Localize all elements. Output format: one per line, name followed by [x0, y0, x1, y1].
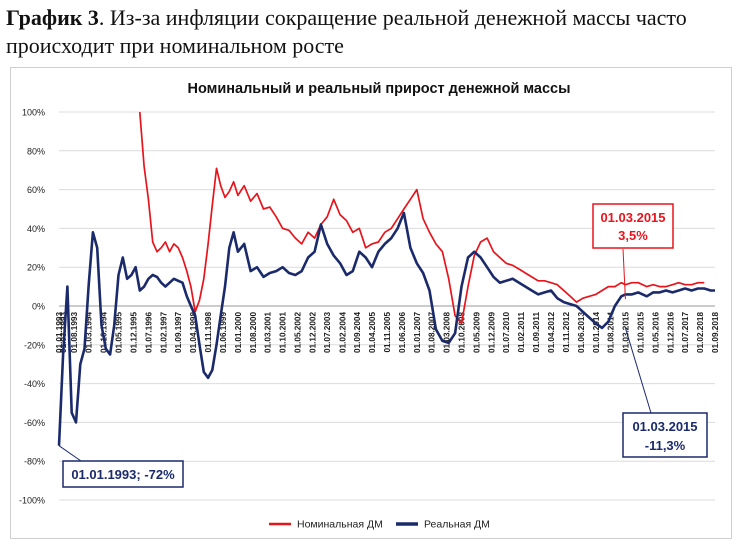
x-tick-label: 01.08.2007 — [428, 312, 437, 353]
x-tick-label: 01.10.2001 — [279, 312, 288, 353]
x-tick-label: 01.07.2010 — [502, 312, 511, 353]
annotation-text: 01.01.1993; -72% — [71, 467, 175, 482]
x-tick-label: 01.01.1993 — [55, 312, 64, 353]
x-tick-label: 01.01.2000 — [234, 312, 243, 353]
x-tick-label: 01.04.2005 — [368, 312, 377, 353]
annotation-box — [592, 203, 674, 249]
x-tick-label: 01.08.2014 — [607, 312, 616, 353]
x-tick-label: 01.09.2004 — [353, 312, 362, 353]
y-tick-label: 20% — [27, 263, 45, 273]
annotation-leader — [624, 327, 652, 414]
x-tick-label: 01.10.2008 — [458, 312, 467, 353]
x-tick-label: 01.02.2011 — [517, 312, 526, 353]
x-tick-label: 01.11.2005 — [383, 312, 392, 353]
page-heading: График 3. Из-за инфляции сокращение реал… — [6, 4, 736, 60]
y-tick-label: -100% — [19, 496, 45, 506]
x-tick-label: 01.05.2002 — [293, 312, 302, 353]
x-tick-label: 01.12.2009 — [487, 312, 496, 353]
x-tick-label: 01.06.2013 — [577, 312, 586, 353]
x-tick-label: 01.06.2006 — [398, 312, 407, 353]
x-tick-label: 01.10.2015 — [636, 312, 645, 353]
annotation-text: 01.03.2015 — [632, 419, 697, 434]
x-tick-label: 01.08.1993 — [70, 312, 79, 353]
x-tick-label: 01.05.2016 — [651, 312, 660, 353]
series-line-real — [57, 211, 715, 446]
x-tick-label: 01.02.2018 — [696, 312, 705, 353]
x-tick-label: 01.07.2003 — [323, 312, 332, 353]
annotation-text: 3,5% — [618, 228, 648, 243]
heading-text: . Из-за инфляции сокращение реальной ден… — [6, 5, 687, 58]
annotation-box — [622, 412, 708, 458]
x-tick-label: 01.05.2009 — [472, 312, 481, 353]
annotation-leader — [622, 248, 626, 300]
chart-frame: Номинальный и реальный прирост денежной … — [10, 67, 732, 539]
legend-label: Номинальная ДМ — [297, 519, 383, 531]
x-tick-label: 01.01.2014 — [592, 312, 601, 353]
x-tick-label: 01.03.2008 — [443, 312, 452, 353]
y-tick-label: 100% — [22, 108, 45, 118]
y-tick-label: 60% — [27, 185, 45, 195]
x-tick-label: 01.03.2015 — [621, 312, 630, 353]
y-tick-label: -20% — [24, 340, 45, 350]
chart-title: Номинальный и реальный прирост денежной … — [187, 81, 570, 97]
x-tick-label: 01.04.1998 — [189, 312, 198, 353]
x-tick-label: 01.09.2011 — [532, 312, 541, 353]
x-tick-label: 01.04.2012 — [547, 312, 556, 353]
x-tick-label: 01.08.2000 — [249, 312, 258, 353]
x-tick-label: 01.12.2002 — [308, 312, 317, 353]
y-tick-label: -60% — [24, 418, 45, 428]
legend: Номинальная ДМ Реальная ДМ — [269, 519, 490, 531]
series-lines — [57, 111, 715, 446]
x-tick-label: 01.09.1997 — [174, 312, 183, 353]
x-tick-label: 01.12.2016 — [666, 312, 675, 353]
x-tick-label: 01.06.1999 — [219, 312, 228, 353]
y-tick-label: 80% — [27, 146, 45, 156]
x-tick-label: 01.01.2007 — [413, 312, 422, 353]
x-tick-label: 01.07.2017 — [681, 312, 690, 353]
x-tick-label: 01.02.1997 — [159, 312, 168, 353]
annotation-leader — [58, 445, 82, 462]
x-tick-label: 01.05.1995 — [114, 312, 123, 353]
grid — [59, 111, 715, 501]
x-tick-label: 01.07.1996 — [144, 312, 153, 353]
x-tick-label: 01.09.2018 — [711, 312, 720, 353]
y-tick-label: -80% — [24, 457, 45, 467]
series-line-nominal — [138, 111, 705, 325]
y-tick-label: 40% — [27, 224, 45, 234]
x-tick-label: 01.02.2004 — [338, 312, 347, 353]
y-tick-label: -40% — [24, 379, 45, 389]
legend-label: Реальная ДМ — [424, 519, 490, 531]
x-tick-label: 01.12.1995 — [129, 312, 138, 353]
y-tick-label: 0% — [32, 302, 45, 312]
annotation-text: -11,3% — [645, 438, 686, 453]
x-tick-label: 01.03.2001 — [264, 312, 273, 353]
x-tick-label: 01.11.2012 — [562, 312, 571, 353]
line-chart: Номинальный и реальный прирост денежной … — [19, 81, 720, 531]
heading-lead: График 3 — [6, 5, 99, 30]
annotations: 01.01.1993; -72% 01.03.2015 3,5% 01.03.2015… — [58, 203, 708, 488]
annotation-text: 01.03.2015 — [600, 210, 665, 225]
annotation-box — [62, 460, 184, 488]
x-tick-label: 01.11.1998 — [204, 312, 213, 353]
x-tick-label: 01.10.1994 — [100, 312, 109, 353]
x-tick-label: 01.03.1994 — [85, 312, 94, 353]
y-axis: 100% 80% 60% 40% 20% 0% -20% -40% -60% -80% -100% — [19, 108, 45, 506]
